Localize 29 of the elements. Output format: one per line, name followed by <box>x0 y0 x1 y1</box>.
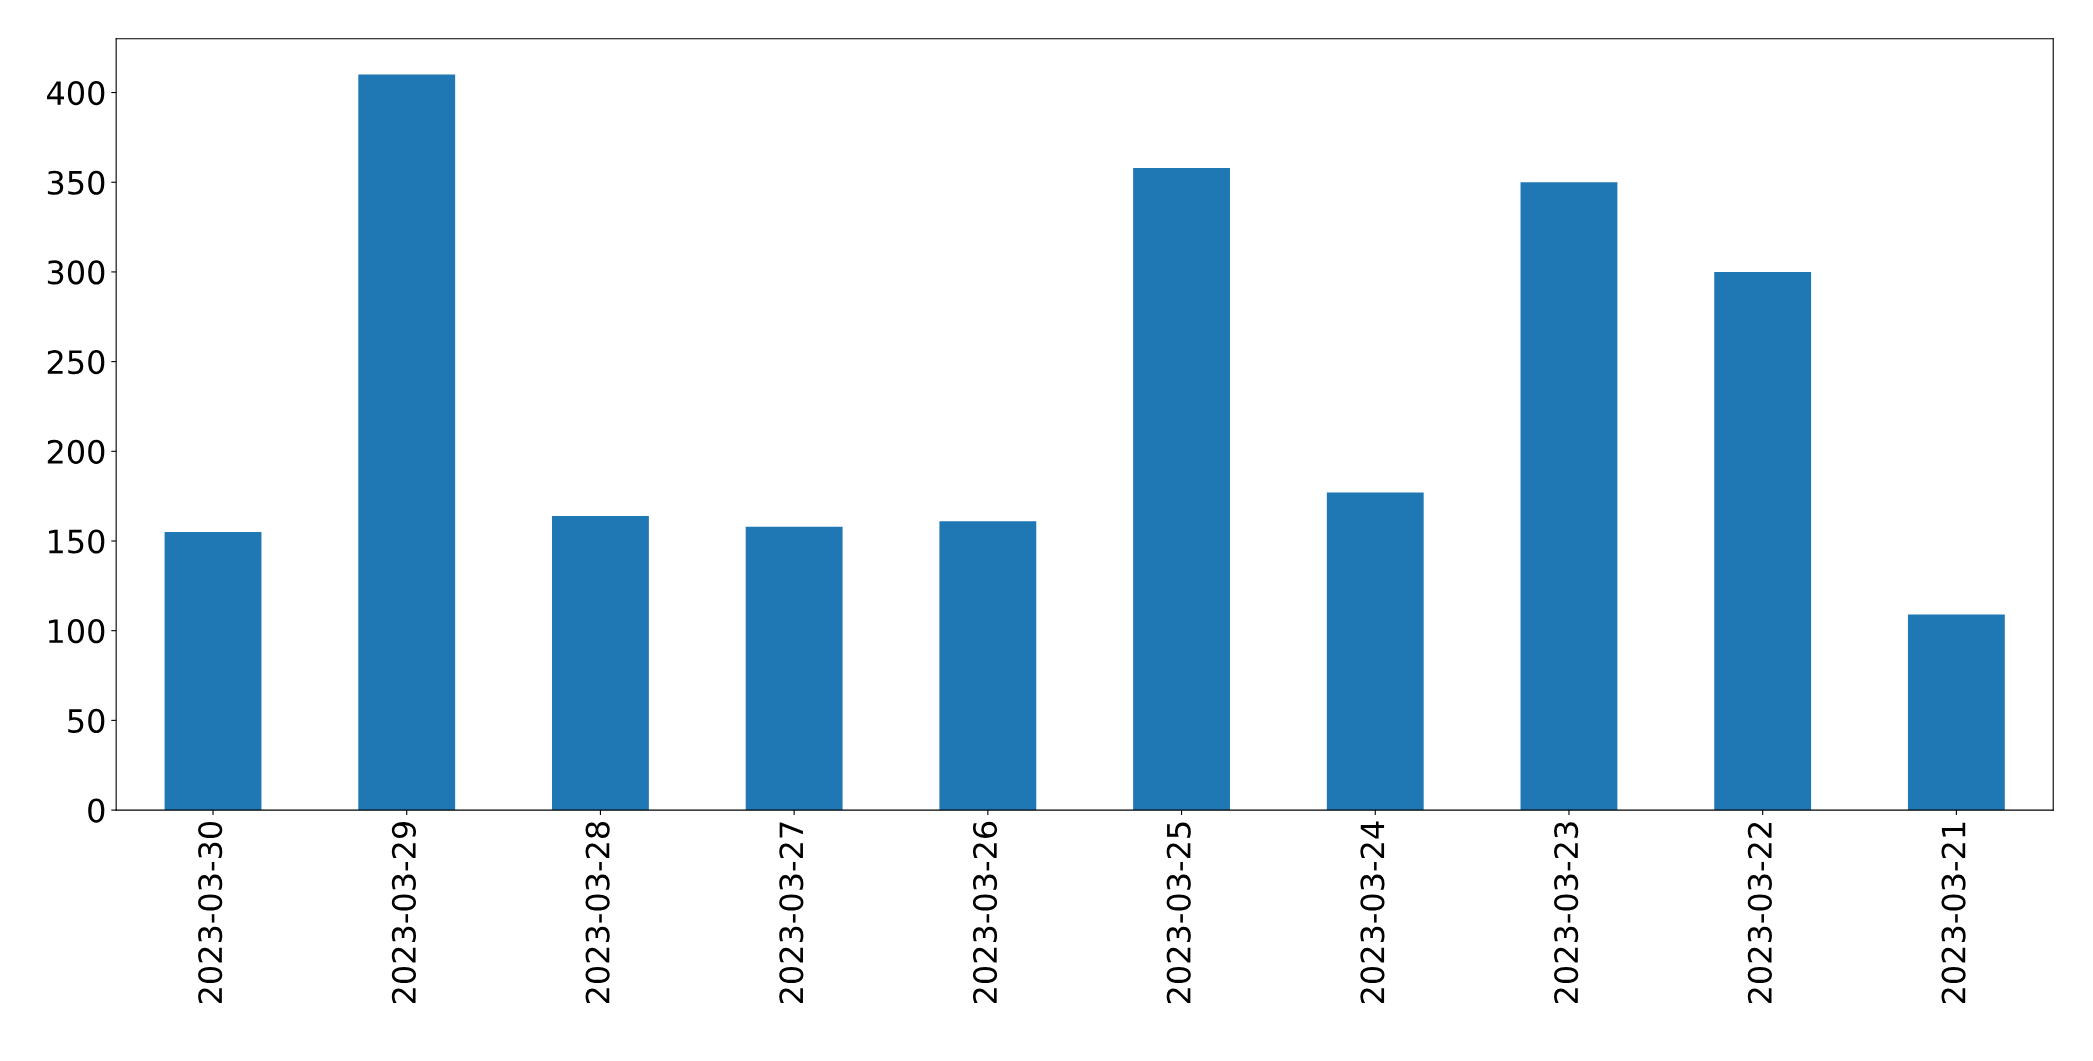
y-tick-label: 400 <box>47 80 105 106</box>
x-tick-label: 2023-03-30 <box>198 821 223 1004</box>
x-tick-label: 2023-03-28 <box>585 821 610 1004</box>
bar <box>1133 167 1230 811</box>
bar <box>1907 614 2005 811</box>
bar <box>1520 182 1618 811</box>
y-tick-label: 150 <box>48 529 105 554</box>
bar <box>164 532 262 811</box>
x-tick-label: 2023-03-27 <box>779 822 804 1004</box>
y-tick-label: 200 <box>47 439 105 464</box>
bar <box>939 521 1037 811</box>
y-tick-label: 0 <box>88 798 105 823</box>
y-tick-label: 350 <box>47 170 105 195</box>
x-tick-label: 2023-03-26 <box>972 821 998 1004</box>
y-tick-label: 50 <box>68 708 105 733</box>
x-tick-label: 2023-03-24 <box>1360 821 1385 1004</box>
x-tick-label: 2023-03-23 <box>1554 822 1579 1004</box>
y-tick-label: 250 <box>47 350 105 375</box>
x-tick-label: 2023-03-29 <box>391 822 416 1004</box>
bar <box>1326 492 1424 811</box>
y-tick-label: 100 <box>48 619 105 644</box>
bar <box>745 526 843 811</box>
x-tick-label: 2023-03-22 <box>1747 823 1772 1004</box>
y-tick-label: 300 <box>47 260 105 285</box>
x-tick-label: 2023-03-25 <box>1166 822 1191 1004</box>
x-tick-label: 2023-03-21 <box>1941 822 1966 1004</box>
bar <box>358 74 456 811</box>
bar <box>552 515 649 811</box>
bar <box>1714 271 1812 811</box>
